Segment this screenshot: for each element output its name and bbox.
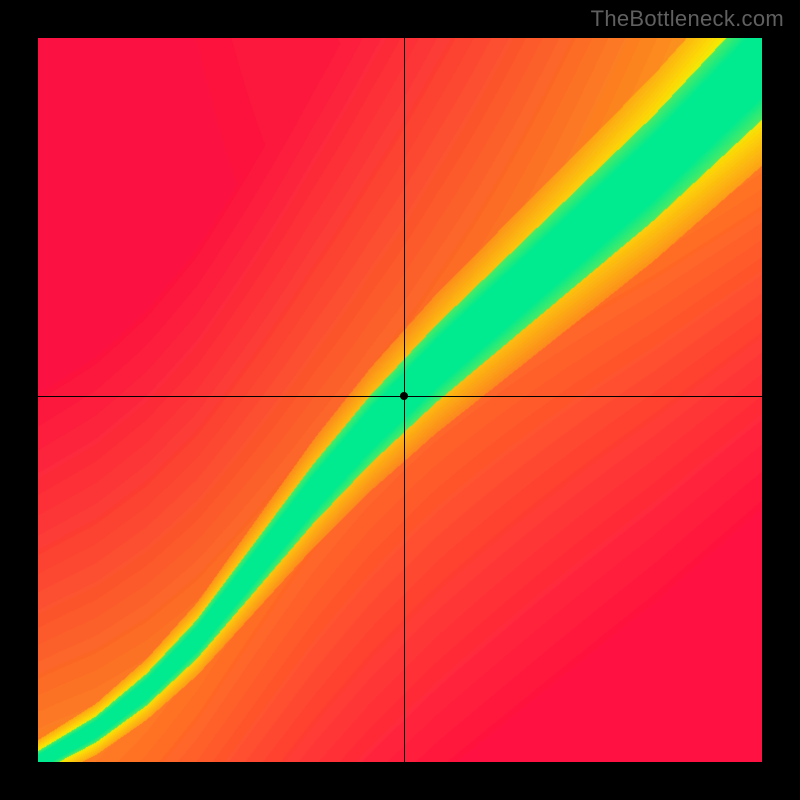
- plot-area: [38, 38, 762, 762]
- heatmap-canvas: [38, 38, 762, 762]
- focus-dot: [400, 392, 408, 400]
- watermark-text: TheBottleneck.com: [591, 6, 784, 32]
- chart-container: TheBottleneck.com: [0, 0, 800, 800]
